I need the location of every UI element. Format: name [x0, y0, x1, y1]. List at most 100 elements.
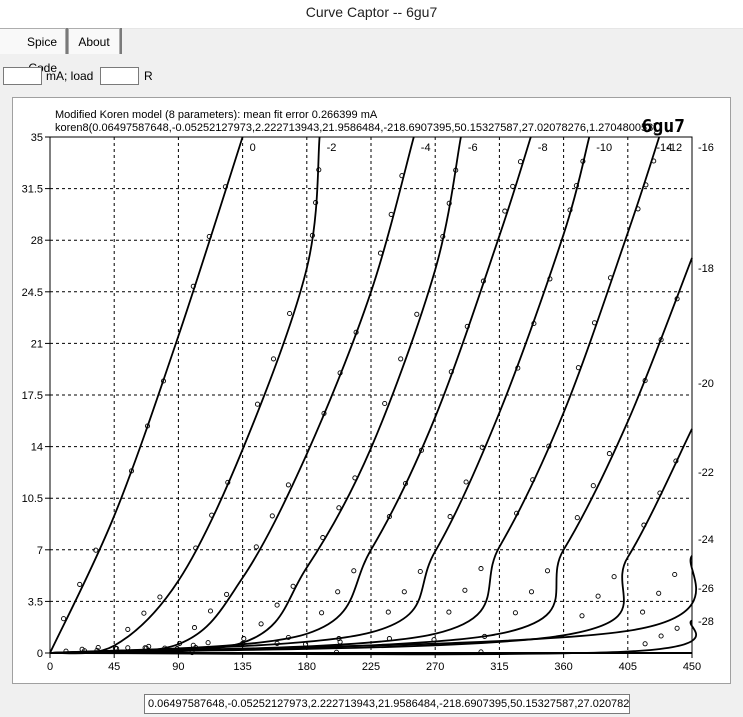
measured-point [95, 644, 101, 651]
x-tick-label: 270 [426, 661, 444, 673]
measured-point [590, 483, 596, 489]
measured-point [651, 158, 657, 164]
current-load-row: mA; load R [0, 66, 743, 88]
measured-point [515, 365, 521, 371]
measured-point [270, 356, 277, 362]
measured-point [320, 535, 326, 541]
params-field[interactable]: 0.06497587648,-0.05252127973,2.222713943… [144, 694, 630, 714]
y-tick-label: 31.5 [22, 184, 43, 196]
measured-point [316, 167, 322, 173]
series-label: -10 [596, 142, 612, 154]
measured-point [209, 512, 215, 518]
measured-point [193, 545, 199, 551]
measured-point [274, 602, 280, 608]
measured-point [595, 593, 601, 599]
measured-point [607, 275, 614, 281]
measured-point [656, 590, 662, 596]
measured-point [337, 370, 343, 376]
measured-point [611, 574, 617, 580]
series-labels: 0 -2 -4 -6 -8 -10 -12-14 -16 -18 -20 -22 -24 -26 -28 [250, 142, 714, 628]
measured-point [417, 568, 423, 575]
measured-point [319, 610, 325, 616]
measured-point [351, 568, 357, 574]
measured-point [514, 510, 520, 516]
measured-point [431, 637, 437, 643]
measured-point [446, 609, 452, 615]
measured-point [580, 158, 586, 164]
measured-point [303, 641, 309, 647]
measured-point [478, 649, 484, 655]
measured-point [658, 633, 664, 639]
measured-point [574, 515, 580, 521]
measured-point [193, 644, 199, 651]
tab-about[interactable]: About [68, 28, 120, 54]
chart-curves [49, 136, 697, 656]
measured-point [333, 649, 340, 655]
measured-point [440, 233, 446, 240]
series-label: -8 [538, 142, 548, 154]
measured-point [377, 250, 384, 256]
measured-point [258, 621, 264, 627]
measured-point [567, 207, 573, 213]
measured-point [462, 587, 468, 593]
measured-point [93, 547, 99, 553]
measured-point [546, 443, 552, 449]
measured-point [453, 167, 459, 173]
window-title: Curve Captor -- 6gu7 [305, 4, 438, 20]
series-label: -2 [327, 142, 337, 154]
measured-point [269, 513, 275, 519]
measured-point [480, 278, 486, 284]
current-input[interactable] [3, 67, 42, 85]
measured-point [240, 640, 246, 646]
measured-point [207, 608, 214, 614]
measured-point [482, 633, 488, 639]
series-label: -16 [698, 142, 714, 154]
measured-point [241, 636, 247, 642]
curve-line [49, 136, 591, 654]
measured-point [464, 323, 470, 329]
measured-point [144, 423, 151, 429]
measured-point [517, 159, 524, 165]
measured-point [547, 276, 553, 282]
measured-point [125, 645, 131, 651]
fit-params-text: koren8(0.06497587648,-0.05252127973,2.22… [55, 122, 657, 134]
x-tick-label: 0 [47, 661, 53, 673]
measured-point [642, 641, 648, 647]
measured-point [643, 182, 649, 188]
measured-point [274, 640, 280, 646]
measured-point [224, 591, 230, 597]
y-tick-label: 35 [31, 132, 43, 144]
y-tick-label: 24.5 [22, 287, 43, 299]
series-label: -18 [698, 263, 714, 275]
measured-point [658, 337, 664, 343]
measured-point [418, 447, 425, 453]
measured-point [512, 610, 518, 616]
measured-point [674, 625, 680, 631]
tube-name-text: 6gu7 [642, 116, 685, 137]
tab-spice-code[interactable]: Spice Code [0, 28, 66, 75]
measured-point [143, 645, 149, 651]
x-tick-label: 135 [233, 661, 251, 673]
chart-grid [50, 137, 692, 653]
measured-point [254, 401, 261, 407]
measured-point [575, 365, 581, 371]
measured-point [672, 571, 678, 578]
measured-point [640, 609, 646, 615]
current-unit-label: mA; load [46, 69, 94, 83]
x-tick-label: 450 [683, 661, 701, 673]
measured-point [385, 609, 391, 615]
measured-point [606, 451, 612, 457]
measured-point [190, 283, 196, 289]
measured-point [386, 636, 392, 642]
measured-point [222, 184, 228, 190]
load-unit-label: R [144, 69, 153, 83]
series-label: -14 [656, 142, 672, 154]
measured-point [112, 645, 118, 651]
measured-point [337, 639, 343, 645]
series-label: -24 [698, 534, 714, 546]
load-input[interactable] [100, 67, 139, 85]
series-label: -12 [666, 142, 682, 154]
y-tick-label: 14 [31, 442, 43, 454]
chart-points [61, 158, 680, 656]
measured-point [401, 589, 407, 595]
